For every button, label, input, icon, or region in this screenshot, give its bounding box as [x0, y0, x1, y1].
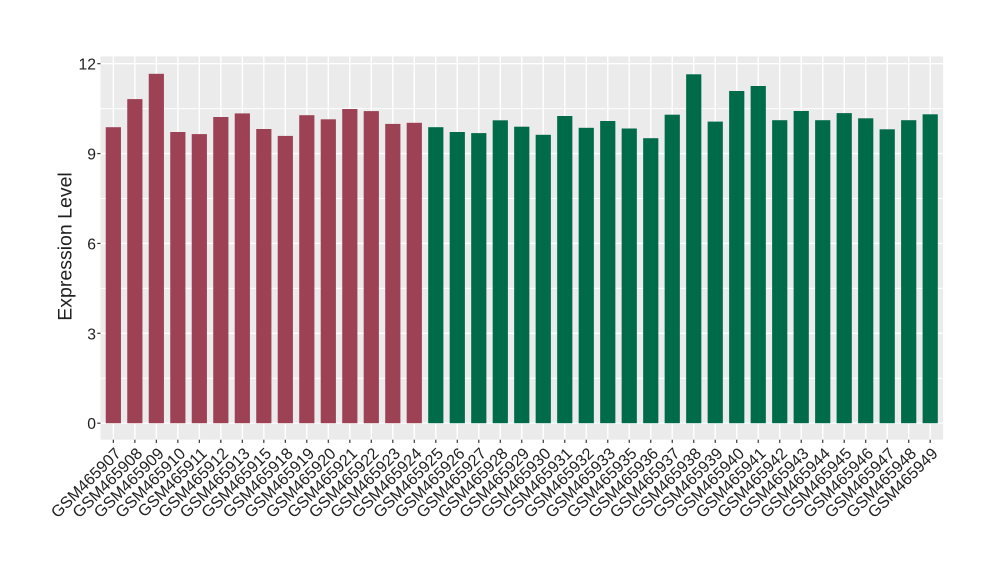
svg-text:6: 6 — [87, 236, 96, 253]
svg-text:Expression Level: Expression Level — [55, 172, 77, 321]
svg-text:3: 3 — [87, 326, 96, 343]
svg-text:12: 12 — [79, 57, 96, 74]
svg-text:0: 0 — [87, 416, 96, 433]
svg-text:9: 9 — [87, 147, 96, 164]
